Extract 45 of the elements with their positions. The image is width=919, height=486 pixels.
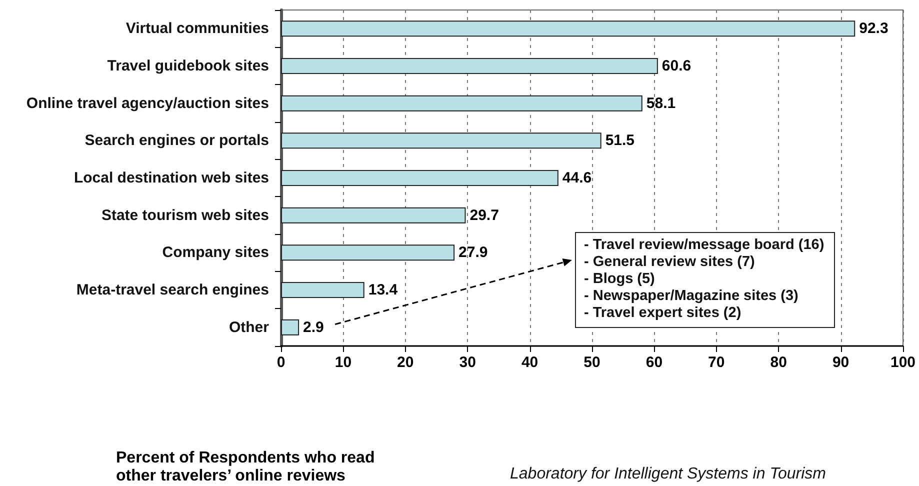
- text: Percent of Respondents who read other travelers’ online reviews: [116, 450, 380, 484]
- bar: [281, 207, 466, 224]
- x-tick-label: 10: [334, 354, 352, 371]
- annotation: - Newspaper/Magazine sites (3): [584, 288, 800, 305]
- data-label: 92.3: [859, 20, 888, 38]
- bar: [281, 319, 300, 336]
- annotation: - General review sites (7): [584, 254, 756, 271]
- x-tick-label: 40: [521, 354, 538, 371]
- x-tick-label: 90: [832, 354, 850, 371]
- x-tick-label: 70: [708, 354, 725, 371]
- y-tick-label: Travel guidebook sites: [107, 58, 269, 74]
- annotation: - Travel expert sites (2): [584, 305, 742, 322]
- bar: [281, 132, 602, 149]
- x-tick-label: 30: [459, 354, 476, 371]
- x-tick-label: 60: [646, 354, 663, 371]
- bar: [281, 20, 856, 37]
- y-tick-label: Company sites: [162, 244, 269, 262]
- data-label: 58.1: [646, 94, 676, 112]
- x-tick-label: 0: [276, 354, 286, 371]
- bar: [281, 282, 364, 298]
- x-tick-label: 50: [584, 354, 600, 371]
- y-tick-label: Search engines or portals: [84, 132, 269, 150]
- bar: [281, 58, 658, 74]
- bar: [281, 95, 642, 112]
- annotation: - Blogs (5): [584, 271, 656, 288]
- data-label: 13.4: [368, 282, 398, 298]
- x-tick-label: 80: [770, 354, 787, 371]
- y-tick-label: Virtual communities: [126, 20, 269, 38]
- data-label: 2.9: [303, 318, 324, 336]
- data-label: 51.5: [605, 132, 635, 150]
- bar: [281, 244, 455, 261]
- y-tick-label: Other: [228, 318, 270, 336]
- y-tick-label: Online travel agency/auction sites: [26, 94, 269, 112]
- y-tick-label: State tourism web sites: [101, 206, 269, 224]
- x-tick-label: 100: [890, 354, 916, 371]
- y-tick-label: Meta-travel search engines: [76, 282, 269, 298]
- y-tick-label: Local destination web sites: [74, 170, 269, 186]
- x-tick-label: 20: [397, 354, 414, 371]
- data-label: 27.9: [458, 244, 488, 262]
- data-label: 60.6: [662, 58, 692, 74]
- annotation: - Travel review/message board (16): [584, 237, 824, 254]
- data-label: 29.7: [470, 206, 499, 224]
- bar: [281, 170, 558, 186]
- text: Laboratory for Intelligent Systems in Tourism: [510, 466, 826, 482]
- data-label: 44.6: [562, 170, 592, 186]
